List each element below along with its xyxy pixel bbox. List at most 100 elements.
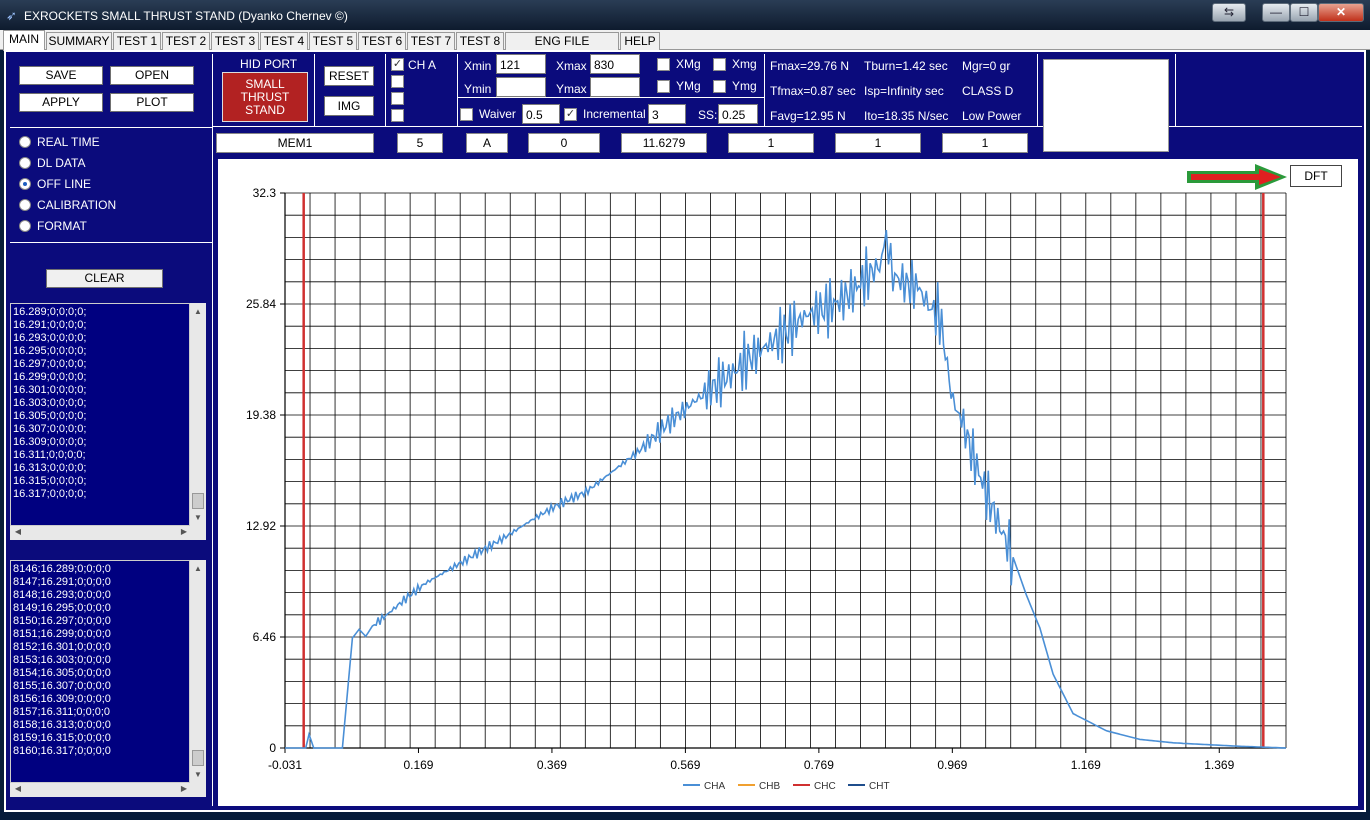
scroll-up-icon[interactable]: ▲ xyxy=(194,564,202,573)
maximize-button[interactable]: ☐ xyxy=(1290,3,1318,22)
divider xyxy=(458,97,764,98)
log-line: 16.303;0;0;0;0; xyxy=(13,397,87,409)
ymin-input[interactable] xyxy=(496,77,546,97)
tab-summary[interactable]: SUMMARY xyxy=(46,32,112,50)
channel-field[interactable]: A xyxy=(466,133,508,153)
clear-button[interactable]: CLEAR xyxy=(46,269,163,288)
save-button[interactable]: SAVE xyxy=(19,66,103,85)
data-field[interactable]: 1 xyxy=(835,133,921,153)
data-field[interactable]: 1 xyxy=(728,133,814,153)
x-tick-label: 1.169 xyxy=(1071,758,1101,772)
waiver-checkbox[interactable] xyxy=(460,108,473,121)
tab-eng-file-creator[interactable]: ENG FILE CREATOR xyxy=(505,32,619,65)
radio-format[interactable] xyxy=(19,220,31,232)
apply-button[interactable]: APPLY xyxy=(19,93,103,112)
close-button[interactable]: ✕ xyxy=(1318,3,1364,22)
minimize-button[interactable]: — xyxy=(1262,3,1290,22)
hid-port-label: HID PORT xyxy=(240,57,298,71)
incremental-input[interactable]: 3 xyxy=(648,104,686,124)
divider xyxy=(764,54,765,126)
ymg-minor-checkbox[interactable] xyxy=(713,80,726,93)
tab-test-7[interactable]: TEST 7 xyxy=(407,32,455,50)
thrust-chart[interactable]: 0 6.46 12.92 19.38 25.84 32.3 -0.031 0.169 0.369… xyxy=(218,159,1358,806)
xmin-input[interactable]: 121 xyxy=(496,54,546,74)
log-horizontal-scrollbar[interactable]: ◀ ▶ xyxy=(10,526,206,540)
radio-off-line[interactable] xyxy=(19,178,31,190)
log-line: 8154;16.305;0;0;0;0 xyxy=(13,667,111,679)
chb-checkbox[interactable] xyxy=(391,75,404,88)
scroll-thumb[interactable] xyxy=(192,493,204,509)
log-line: 16.315;0;0;0;0; xyxy=(13,475,87,487)
tab-test-5[interactable]: TEST 5 xyxy=(309,32,357,50)
hid-device-line: THRUST xyxy=(240,90,290,104)
scroll-right-icon[interactable]: ▶ xyxy=(180,527,188,536)
raw-data-log[interactable]: 16.289;0;0;0;0; 16.291;0;0;0;0; 16.293;0;0… xyxy=(10,303,190,526)
scroll-up-icon[interactable]: ▲ xyxy=(194,307,202,316)
tab-test-8[interactable]: TEST 8 xyxy=(456,32,504,50)
ymg-major-checkbox[interactable] xyxy=(657,80,670,93)
log-line: 16.299;0;0;0;0; xyxy=(13,371,87,383)
tab-test-6[interactable]: TEST 6 xyxy=(358,32,406,50)
xmg-minor-checkbox[interactable] xyxy=(713,58,726,71)
waiver-input[interactable]: 0.5 xyxy=(522,104,560,124)
log-horizontal-scrollbar[interactable]: ◀ ▶ xyxy=(10,783,206,797)
chc-checkbox[interactable] xyxy=(391,92,404,105)
scroll-down-icon[interactable]: ▼ xyxy=(194,513,202,522)
tab-help[interactable]: HELP xyxy=(620,32,660,50)
waiver-label: Waiver xyxy=(479,107,516,121)
log-vertical-scrollbar[interactable]: ▲ ▼ xyxy=(190,303,206,526)
scroll-down-icon[interactable]: ▼ xyxy=(194,770,202,779)
scroll-left-icon[interactable]: ◀ xyxy=(14,527,22,536)
tab-test-2[interactable]: TEST 2 xyxy=(162,32,210,50)
data-field[interactable]: 11.6279 xyxy=(621,133,707,153)
log-line: 8153;16.303;0;0;0;0 xyxy=(13,654,111,666)
radio-calibration[interactable] xyxy=(19,199,31,211)
radio-real-time[interactable] xyxy=(19,136,31,148)
scroll-right-icon[interactable]: ▶ xyxy=(180,784,188,793)
data-field[interactable]: 0 xyxy=(528,133,600,153)
log-line: 16.309;0;0;0;0; xyxy=(13,436,87,448)
tab-test-4[interactable]: TEST 4 xyxy=(260,32,308,50)
log-line: 16.297;0;0;0;0; xyxy=(13,358,87,370)
incremental-checkbox[interactable]: ✓ xyxy=(564,108,577,121)
mgr-stat: Mgr=0 gr xyxy=(962,59,1011,73)
ymg-minor-label: Ymg xyxy=(732,79,757,93)
x-tick-label: 0.969 xyxy=(937,758,967,772)
cha-checkbox[interactable]: ✓ xyxy=(391,58,404,71)
plot-button[interactable]: PLOT xyxy=(110,93,194,112)
cht-checkbox[interactable] xyxy=(391,109,404,122)
log-line: 16.305;0;0;0;0; xyxy=(13,410,87,422)
xmax-input[interactable]: 830 xyxy=(590,54,640,74)
restore-down-button[interactable]: ⇆ xyxy=(1212,3,1246,22)
hid-device-button[interactable]: SMALL THRUST STAND xyxy=(222,72,308,122)
tab-main[interactable]: MAIN xyxy=(3,30,45,51)
xmax-label: Xmax xyxy=(556,59,587,73)
img-button[interactable]: IMG xyxy=(324,96,374,116)
log-vertical-scrollbar[interactable]: ▲ ▼ xyxy=(190,560,206,783)
incremental-label: Incremental xyxy=(583,107,646,121)
dft-button[interactable]: DFT xyxy=(1290,165,1342,187)
power-class: Low Power xyxy=(962,109,1022,123)
divider xyxy=(10,127,212,128)
indexed-data-log[interactable]: 8146;16.289;0;0;0;0 8147;16.291;0;0;0;0 81… xyxy=(10,560,190,783)
tab-test-1[interactable]: TEST 1 xyxy=(113,32,161,50)
scroll-thumb[interactable] xyxy=(192,750,204,766)
ss-input[interactable]: 0.25 xyxy=(718,104,758,124)
tab-test-3[interactable]: TEST 3 xyxy=(211,32,259,50)
series-line-cha xyxy=(285,229,1287,749)
scroll-left-icon[interactable]: ◀ xyxy=(14,784,22,793)
ymax-input[interactable] xyxy=(590,77,640,97)
y-tick-label: 6.46 xyxy=(253,630,277,644)
open-button[interactable]: OPEN xyxy=(110,66,194,85)
legend-label: CHC xyxy=(814,781,836,792)
y-tick-label: 19.38 xyxy=(246,408,276,422)
xmg-major-checkbox[interactable] xyxy=(657,58,670,71)
data-field[interactable]: 5 xyxy=(397,133,443,153)
radio-dl-data[interactable] xyxy=(19,157,31,169)
memory-slot-field[interactable]: MEM1 xyxy=(216,133,374,153)
log-line: 16.293;0;0;0;0; xyxy=(13,332,87,344)
data-field[interactable]: 1 xyxy=(942,133,1028,153)
radio-format-label: FORMAT xyxy=(37,219,87,233)
reset-button[interactable]: RESET xyxy=(324,66,374,86)
arrow-icon xyxy=(1187,164,1287,190)
